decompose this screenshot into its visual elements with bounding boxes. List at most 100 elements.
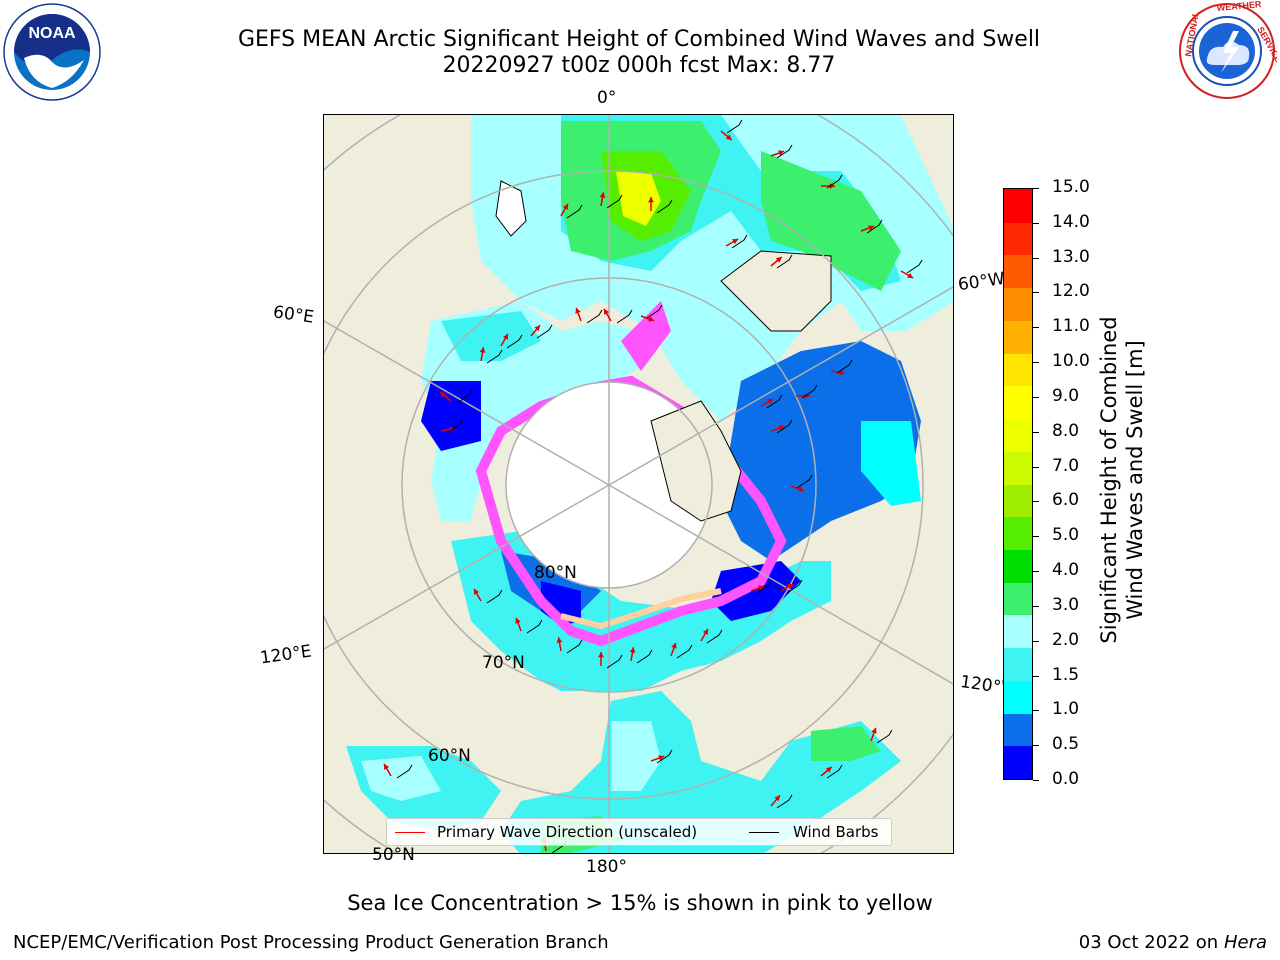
- colorbar-tick: [1033, 466, 1039, 468]
- ocean-kara-low: [421, 381, 481, 451]
- colorbar-segment: [1004, 451, 1032, 485]
- wind-barb: [536, 324, 553, 339]
- colorbar-tick: [1033, 396, 1039, 398]
- colorbar-tick: [1033, 536, 1039, 538]
- ocean-beaufort-min: [711, 561, 801, 621]
- latitude-label-50n: 50°N: [372, 845, 415, 865]
- wind-barb: [836, 359, 853, 374]
- wave-arrow-head: [598, 652, 604, 658]
- wind-barb: [786, 579, 803, 594]
- wind-barb: [566, 204, 583, 219]
- ocean-okhotsk-mid: [361, 756, 441, 801]
- wave-arrow-head: [725, 134, 732, 140]
- colorbar-tick-label: 14.0: [1052, 211, 1090, 232]
- wind-barb: [526, 619, 543, 634]
- chart-title: GEFS MEAN Arctic Significant Height of C…: [237, 27, 1041, 52]
- ocean-barents-mid: [441, 311, 541, 361]
- meridian-label-0: 0°: [597, 88, 617, 108]
- land-archipelago: [650, 400, 742, 522]
- wave-arrow-head: [474, 588, 480, 595]
- wind-barb: [866, 219, 883, 234]
- wave-direction-arrows: [383, 130, 914, 852]
- wind-barb: [456, 389, 473, 404]
- colorbar-tick-label: 10.0: [1052, 351, 1090, 372]
- wind-barb: [726, 119, 743, 134]
- wave-arrow-head: [575, 307, 581, 314]
- wind-barb: [446, 419, 463, 434]
- wave-arrow-head: [732, 239, 739, 245]
- wind-barb: [876, 729, 893, 744]
- wave-arrow-head: [798, 486, 805, 492]
- colorbar-segment: [1004, 647, 1032, 681]
- nws-logo: NATIONAL WEATHER SERVICE: [1177, 0, 1280, 101]
- colorbar-tick: [1033, 710, 1039, 712]
- colorbar-tick: [1033, 605, 1039, 607]
- meridian-grid: [324, 115, 953, 853]
- wind-barb: [586, 309, 603, 324]
- colorbar-tick-label: 4.0: [1052, 560, 1080, 581]
- colorbar-label-line2: Wind Waves and Swell [m]: [1123, 340, 1147, 620]
- ocean-gulf-alaska-green: [811, 726, 881, 761]
- wave-arrow-head: [778, 150, 785, 156]
- wind-barbs: [396, 119, 923, 853]
- wave-arrow-head: [778, 425, 785, 431]
- meridian-label-60e: 60°E: [271, 302, 316, 328]
- wind-barb: [486, 589, 503, 604]
- wave-arrow-head: [479, 347, 486, 353]
- wave-arrow-head: [775, 257, 782, 263]
- wave-arrow-head: [907, 272, 914, 278]
- wind-barb: [656, 749, 673, 764]
- wind-barb: [776, 144, 793, 159]
- wind-barb: [776, 254, 793, 269]
- wind-barb: [606, 194, 623, 209]
- colorbar-tick-label: 6.0: [1052, 490, 1080, 511]
- wave-arrow-head: [502, 333, 508, 340]
- colorbar-tick: [1033, 431, 1039, 433]
- colorbar-tick-label: 12.0: [1052, 281, 1090, 302]
- colorbar-tick-label: 11.0: [1052, 316, 1090, 337]
- wind-barb: [706, 629, 723, 644]
- latitude-label-60n: 60°N: [428, 746, 471, 766]
- ocean-bering-mid: [611, 721, 661, 791]
- colorbar-tick-label: 8.0: [1052, 420, 1080, 441]
- colorbar-label: Significant Height of Combined Wind Wave…: [1057, 310, 1187, 650]
- sea-ice-note: Sea Ice Concentration > 15% is shown in …: [347, 891, 933, 915]
- wind-barb: [646, 304, 663, 319]
- wind-barb: [396, 764, 413, 779]
- colorbar-tick: [1033, 188, 1039, 189]
- wave-arrow-head: [825, 767, 832, 773]
- colorbar-tick-label: 1.0: [1052, 699, 1080, 720]
- colorbar-segment: [1004, 549, 1032, 583]
- wind-barb: [826, 174, 843, 189]
- wind-barb: [486, 349, 503, 364]
- colorbar-tick: [1033, 675, 1039, 677]
- wave-arrow-head: [440, 392, 447, 398]
- colorbar-tick: [1033, 745, 1039, 747]
- wave-max-yellow: [616, 171, 661, 226]
- wave-arrow-head: [534, 325, 540, 332]
- wind-barb: [776, 419, 793, 434]
- footer-date: 03 Oct 2022 on Hera: [1079, 932, 1267, 953]
- colorbar-tick-label: 7.0: [1052, 455, 1080, 476]
- wave-arrow-head: [868, 225, 875, 231]
- sea-ice-edge-yellow: [560, 588, 722, 630]
- wave-band-green-east: [761, 151, 901, 291]
- wind-barb: [766, 394, 783, 409]
- colorbar-segment: [1004, 483, 1032, 518]
- colorbar-tick-label: 15.0: [1052, 177, 1090, 197]
- colorbar: [1003, 188, 1033, 780]
- colorbar-tick-label: 13.0: [1052, 246, 1090, 267]
- meridian-label-60w: 60°W: [956, 268, 1007, 296]
- colorbar-tick: [1033, 362, 1039, 364]
- wind-barb: [606, 654, 623, 669]
- colorbar-segment: [1004, 745, 1032, 779]
- noaa-logo: NOAA: [2, 2, 102, 102]
- colorbar-tick-label: 5.0: [1052, 525, 1080, 546]
- wind-barb: [826, 764, 843, 779]
- wave-arrow-head: [629, 647, 636, 653]
- wind-barb: [616, 309, 633, 324]
- colorbar-tick-label: 1.5: [1052, 664, 1080, 685]
- wind-barb: [676, 644, 693, 659]
- colorbar-tick-label: 2.0: [1052, 629, 1080, 650]
- latitude-label-70n: 70°N: [482, 653, 525, 673]
